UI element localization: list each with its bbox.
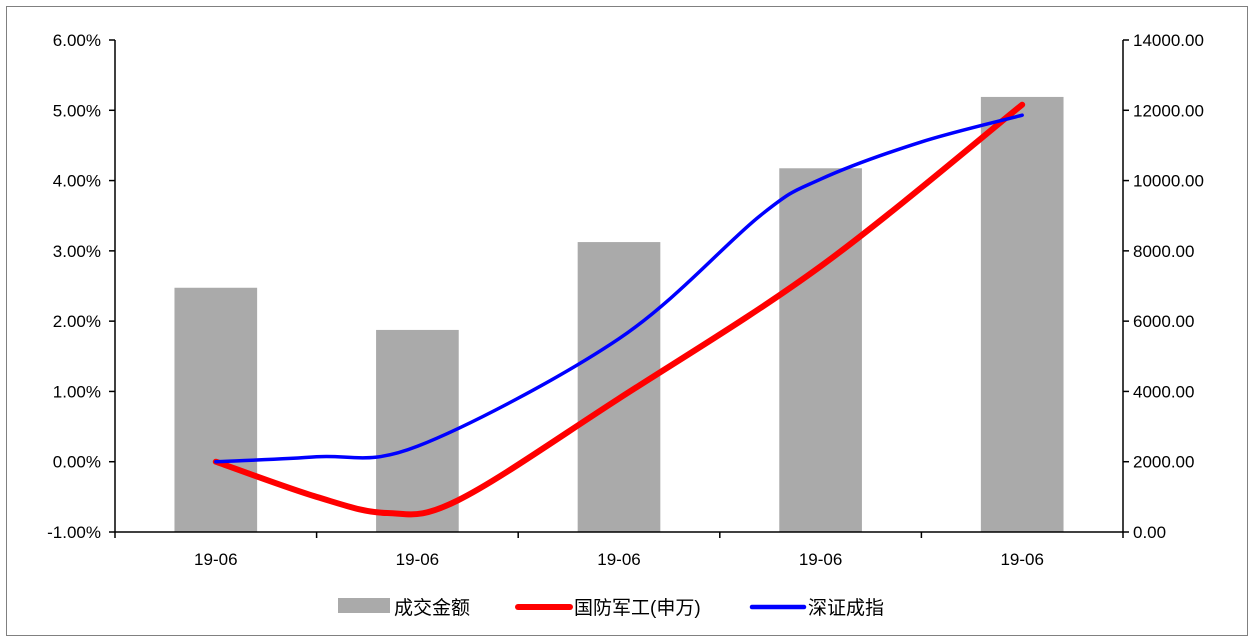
y-left-tick-label: 2.00% [53, 312, 101, 331]
y-left-tick-label: 4.00% [53, 172, 101, 191]
legend-label: 国防军工(申万) [574, 597, 701, 619]
y-right-tick-label: 14000.00 [1133, 31, 1204, 50]
x-tick-label: 19-06 [1000, 550, 1043, 569]
y-right-tick-label: 2000.00 [1133, 453, 1194, 472]
legend-item-1: 成交金额 [338, 597, 470, 619]
x-tick-label: 19-06 [799, 550, 842, 569]
y-right-tick-label: 8000.00 [1133, 242, 1194, 261]
legend-swatch-bar [338, 598, 390, 613]
axes-layer: -1.00% 0.00% 1.00% 2.00% 3.00% 4.00% 5.00% 6.00… [47, 31, 1204, 569]
bar-1 [174, 287, 258, 532]
y-right-tick-label: 12000.00 [1133, 101, 1204, 120]
x-tick-label: 19-06 [194, 550, 237, 569]
y-left-tick-label: 6.00% [53, 31, 101, 50]
bar-2 [376, 329, 459, 532]
legend-label: 成交金额 [394, 597, 470, 619]
legend-item-3: 深证成指 [749, 597, 884, 619]
bar-4 [779, 168, 862, 532]
legend-label: 深证成指 [808, 597, 884, 619]
bar-3 [577, 242, 661, 533]
bars-layer [174, 96, 1064, 533]
y-left-tick-label: -1.00% [47, 523, 101, 542]
y-right-tick-label: 0.00 [1133, 523, 1166, 542]
x-tick-label: 19-06 [396, 550, 439, 569]
y-left-tick-label: 0.00% [53, 453, 101, 472]
lines-layer [212, 101, 1026, 518]
y-right-tick-label: 4000.00 [1133, 382, 1194, 401]
legend: 成交金额 国防军工(申万) 深证成指 [338, 597, 884, 619]
y-right-tick-label: 10000.00 [1133, 172, 1204, 191]
series-line-blue [214, 113, 1024, 464]
bar-5 [980, 96, 1064, 532]
y-left-tick-label: 5.00% [53, 101, 101, 120]
y-left-tick-label: 3.00% [53, 242, 101, 261]
y-right-tick-label: 6000.00 [1133, 312, 1194, 331]
series-line-red [212, 101, 1026, 518]
legend-item-2: 国防军工(申万) [515, 597, 701, 619]
y-left-tick-label: 1.00% [53, 382, 101, 401]
x-tick-label: 19-06 [597, 550, 640, 569]
